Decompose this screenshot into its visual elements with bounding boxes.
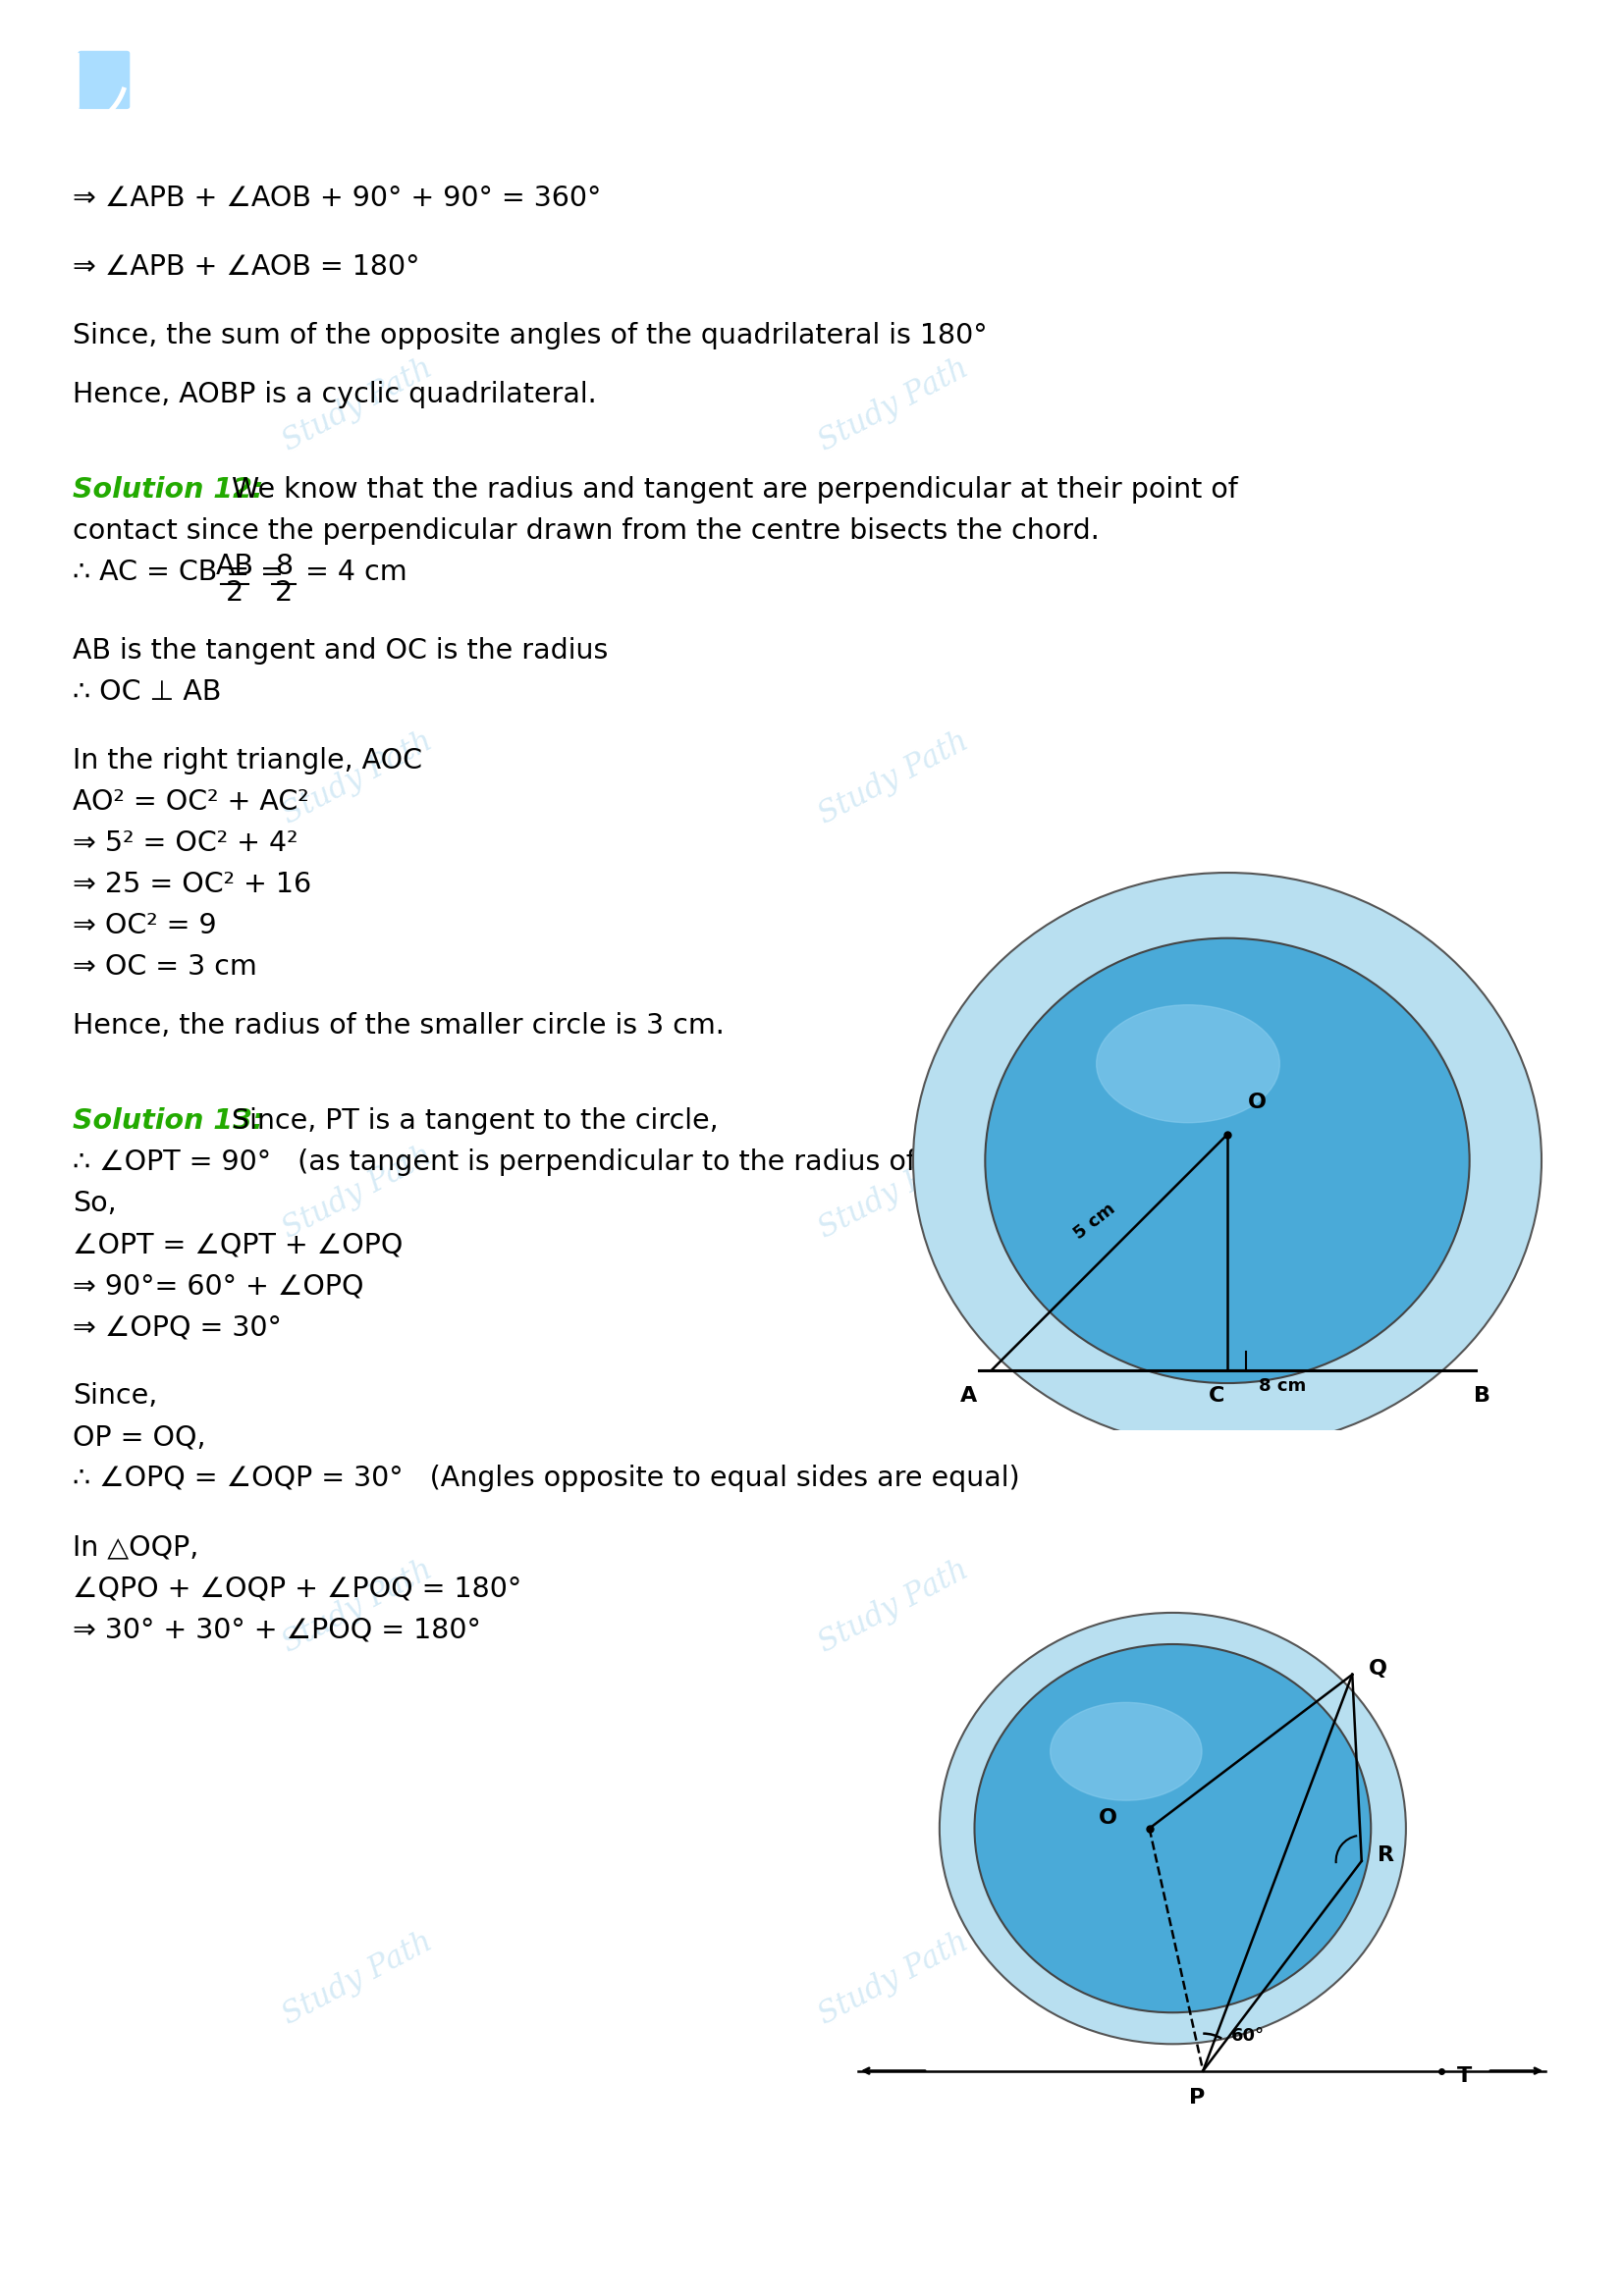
Text: Study Path: Study Path bbox=[814, 1139, 973, 1244]
Text: ⇒ OC² = 9: ⇒ OC² = 9 bbox=[73, 912, 218, 939]
Text: Study Path: Study Path bbox=[814, 354, 973, 457]
Text: Study Path: Study Path bbox=[814, 1554, 973, 1658]
FancyBboxPatch shape bbox=[78, 51, 130, 108]
Text: Study Path: Study Path bbox=[278, 1926, 437, 2032]
Text: Study Path: Study Path bbox=[814, 726, 973, 831]
Text: = 4 cm: = 4 cm bbox=[305, 558, 408, 585]
Text: Solution 12:: Solution 12: bbox=[73, 475, 265, 503]
Text: In △OQP,: In △OQP, bbox=[73, 1534, 200, 1561]
Text: Study Path: Study Path bbox=[278, 1139, 437, 1244]
Text: In the right triangle, AOC: In the right triangle, AOC bbox=[73, 746, 422, 774]
Text: ∴ AC = CB =: ∴ AC = CB = bbox=[73, 558, 258, 585]
Text: Study Path: Study Path bbox=[278, 354, 437, 457]
FancyBboxPatch shape bbox=[29, 51, 81, 108]
Text: ∠QPO + ∠OQP + ∠POQ = 180°: ∠QPO + ∠OQP + ∠POQ = 180° bbox=[73, 1575, 521, 1603]
Text: ⇒ 90°= 60° + ∠OPQ: ⇒ 90°= 60° + ∠OPQ bbox=[73, 1272, 364, 1300]
Text: ∴ OC ⊥ AB: ∴ OC ⊥ AB bbox=[73, 677, 222, 705]
Text: =: = bbox=[260, 558, 284, 585]
Text: Page 7 of 9: Page 7 of 9 bbox=[747, 2250, 877, 2273]
Text: Study Path: Study Path bbox=[41, 122, 89, 131]
Text: AB: AB bbox=[216, 553, 253, 581]
Text: ∴ ∠OPQ = ∠OQP = 30°   (Angles opposite to equal sides are equal): ∴ ∠OPQ = ∠OQP = 30° (Angles opposite to … bbox=[73, 1465, 1020, 1492]
Text: Hence, the radius of the smaller circle is 3 cm.: Hence, the radius of the smaller circle … bbox=[73, 1013, 724, 1040]
Text: ∠OPT = ∠QPT + ∠OPQ: ∠OPT = ∠QPT + ∠OPQ bbox=[73, 1231, 403, 1258]
Text: We know that the radius and tangent are perpendicular at their point of: We know that the radius and tangent are … bbox=[222, 475, 1237, 503]
Text: Study Path: Study Path bbox=[278, 726, 437, 831]
Text: ⇒ OC = 3 cm: ⇒ OC = 3 cm bbox=[73, 953, 258, 980]
Text: Since, the sum of the opposite angles of the quadrilateral is 180°: Since, the sum of the opposite angles of… bbox=[73, 321, 987, 349]
Text: Solution 13:: Solution 13: bbox=[73, 1107, 265, 1134]
Text: AO² = OC² + AC²: AO² = OC² + AC² bbox=[73, 788, 309, 815]
Text: OP = OQ,: OP = OQ, bbox=[73, 1424, 206, 1451]
Text: 2: 2 bbox=[226, 579, 244, 606]
Text: Class - X: Class - X bbox=[755, 23, 869, 46]
Text: Chapter 8: Circles: Chapter 8: Circles bbox=[692, 113, 932, 138]
Text: Hence, AOBP is a cyclic quadrilateral.: Hence, AOBP is a cyclic quadrilateral. bbox=[73, 381, 598, 409]
Text: RS Aggarwal Solutions: RS Aggarwal Solutions bbox=[603, 62, 1021, 94]
Text: Since,: Since, bbox=[73, 1382, 158, 1410]
Text: So,: So, bbox=[73, 1189, 117, 1217]
Text: Study Path: Study Path bbox=[814, 1926, 973, 2032]
Text: contact since the perpendicular drawn from the centre bisects the chord.: contact since the perpendicular drawn fr… bbox=[73, 517, 1099, 544]
Text: ⇒ ∠OPQ = 30°: ⇒ ∠OPQ = 30° bbox=[73, 1313, 283, 1341]
Text: 8: 8 bbox=[274, 553, 292, 581]
Text: ∴ ∠OPT = 90°   (as tangent is perpendicular to the radius of a circle): ∴ ∠OPT = 90° (as tangent is perpendicula… bbox=[73, 1148, 1036, 1176]
Text: ⇒ 25 = OC² + 16: ⇒ 25 = OC² + 16 bbox=[73, 870, 312, 898]
Text: AB is the tangent and OC is the radius: AB is the tangent and OC is the radius bbox=[73, 636, 609, 664]
Text: Since, PT is a tangent to the circle,: Since, PT is a tangent to the circle, bbox=[222, 1107, 718, 1134]
Text: ⇒ ∠APB + ∠AOB + 90° + 90° = 360°: ⇒ ∠APB + ∠AOB + 90° + 90° = 360° bbox=[73, 184, 601, 211]
Text: ⇒ 5² = OC² + 4²: ⇒ 5² = OC² + 4² bbox=[73, 829, 299, 856]
Text: ⇒ 30° + 30° + ∠POQ = 180°: ⇒ 30° + 30° + ∠POQ = 180° bbox=[73, 1616, 481, 1644]
Text: Study Path: Study Path bbox=[278, 1554, 437, 1658]
Text: ⇒ ∠APB + ∠AOB = 180°: ⇒ ∠APB + ∠AOB = 180° bbox=[73, 253, 421, 280]
Text: 2: 2 bbox=[274, 579, 292, 606]
